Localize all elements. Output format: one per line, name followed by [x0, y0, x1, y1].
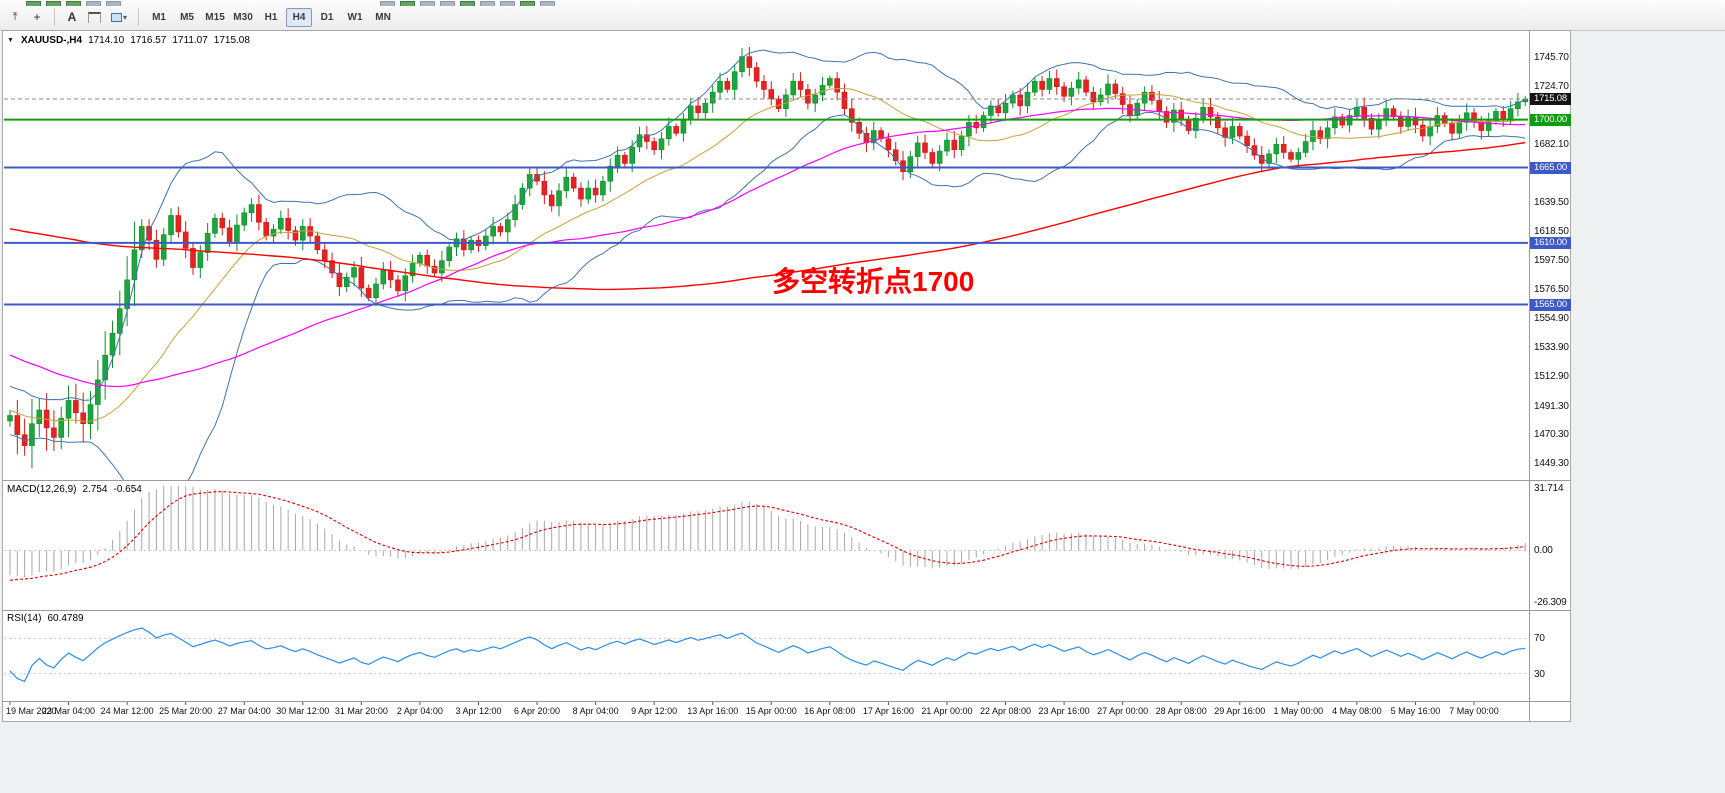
trendline-tool-button[interactable] [84, 7, 105, 27]
cursor-icon: ⤒ [12, 10, 18, 23]
clipped-icon[interactable] [420, 1, 435, 6]
clipped-icon[interactable] [440, 1, 455, 6]
drawing-tool-row: ⤒ + A ▾ M1 M5 M15 M30 H1 H4 D1 W1 MN [5, 7, 396, 27]
pane-splitter-rsi[interactable] [2, 610, 1571, 611]
text-tool-button[interactable]: A [62, 7, 82, 27]
pane-splitter-macd[interactable] [2, 480, 1571, 481]
clipped-icon[interactable] [400, 1, 415, 6]
rsi-name: RSI(14) [7, 613, 42, 624]
clipped-icon[interactable] [46, 1, 61, 6]
clipped-toolbar-icons-left[interactable] [26, 0, 126, 6]
clipped-icon[interactable] [86, 1, 101, 6]
toolbar-separator [54, 8, 55, 26]
chart-annotation-text: 多空转折点1700 [772, 266, 975, 297]
crosshair-icon: + [33, 10, 41, 24]
ohlc-close: 1715.08 [213, 35, 250, 46]
clipped-icon[interactable] [520, 1, 535, 6]
timeframe-button-m1[interactable]: M1 [146, 8, 172, 27]
ohlc-low: 1711.07 [172, 35, 208, 46]
timeframe-button-d1[interactable]: D1 [314, 8, 340, 27]
one-click-trading-icon[interactable]: ▼ [7, 37, 14, 44]
timeframe-button-mn[interactable]: MN [370, 8, 396, 27]
macd-panel-label: MACD(12,26,9) 2.754 -0.654 [7, 484, 142, 495]
chart-window[interactable] [2, 30, 1571, 722]
clipped-icon[interactable] [380, 1, 395, 6]
timeframe-button-h4[interactable]: H4 [286, 7, 313, 27]
macd-value-signal: -0.654 [113, 484, 142, 495]
toolbar-separator [138, 8, 140, 26]
chart-header: ▼ XAUUSD-,H4 1714.10 1716.57 1711.07 171… [7, 35, 250, 46]
chevron-down-icon: ▾ [123, 12, 128, 22]
timeframe-button-h1[interactable]: H1 [258, 8, 284, 27]
time-axis-separator [2, 701, 1571, 702]
shapes-tool-button[interactable]: ▾ [107, 7, 131, 27]
clipped-icon[interactable] [500, 1, 515, 6]
clipped-icon[interactable] [66, 1, 81, 6]
clipped-icon[interactable] [460, 1, 475, 6]
cursor-tool-button[interactable]: ⤒ [5, 7, 25, 27]
shapes-icon [111, 12, 122, 22]
clipped-icon[interactable] [480, 1, 495, 6]
toolbar: ⤒ + A ▾ M1 M5 M15 M30 H1 H4 D1 W1 MN [0, 0, 1725, 31]
symbol-period-label: XAUUSD-,H4 [20, 35, 83, 46]
macd-value-main: 2.754 [82, 484, 108, 495]
crosshair-tool-button[interactable]: + [27, 7, 47, 27]
rsi-value: 60.4789 [47, 613, 84, 624]
clipped-toolbar-icons-mid[interactable] [380, 0, 560, 6]
timeframe-button-m15[interactable]: M15 [202, 8, 228, 27]
rsi-panel-label: RSI(14) 60.4789 [7, 613, 84, 624]
clipped-icon[interactable] [540, 1, 555, 6]
ohlc-open: 1714.10 [88, 35, 125, 46]
clipped-icon[interactable] [106, 1, 121, 6]
clipped-icon[interactable] [26, 1, 41, 6]
timeframe-button-m30[interactable]: M30 [230, 8, 256, 27]
timeframe-button-m5[interactable]: M5 [174, 8, 200, 27]
macd-name: MACD(12,26,9) [7, 484, 77, 495]
trendline-icon [88, 11, 101, 23]
timeframe-bar: M1 M5 M15 M30 H1 H4 D1 W1 MN [146, 7, 396, 27]
timeframe-button-w1[interactable]: W1 [342, 8, 368, 27]
price-axis-separator [1529, 30, 1530, 722]
ohlc-high: 1716.57 [130, 35, 167, 46]
